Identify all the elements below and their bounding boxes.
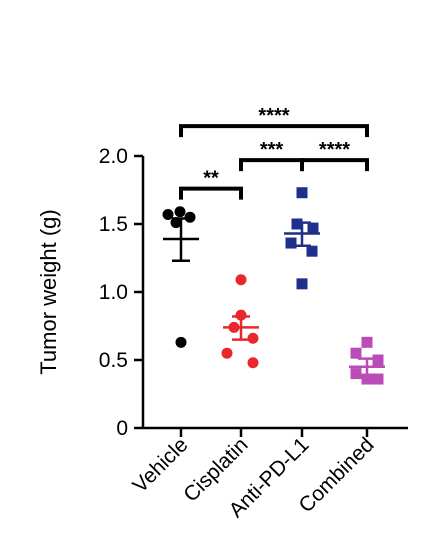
significance-label: ** (203, 168, 219, 190)
y-ticks: 0 0.5 1.0 1.5 2.0 (99, 145, 143, 440)
y-axis: 0 0.5 1.0 1.5 2.0 (99, 145, 145, 440)
data-point (221, 347, 233, 359)
data-point (306, 245, 318, 257)
significance-label: **** (258, 105, 289, 127)
y-tick-label: 2.0 (99, 145, 128, 168)
y-tick-label: 0 (116, 417, 128, 440)
data-point (361, 336, 373, 348)
data-point (247, 357, 259, 369)
y-tick-label: 0.5 (99, 349, 128, 372)
significance-bracket (300, 158, 369, 172)
data-point (361, 373, 373, 385)
data-point (285, 237, 297, 249)
significance-bracket (179, 124, 369, 138)
significance-label: *** (260, 139, 284, 161)
data-point (350, 368, 362, 380)
significance-bracket (179, 186, 243, 200)
data-point (350, 347, 362, 359)
significance-label: **** (319, 139, 350, 161)
data-point (247, 332, 259, 344)
data-point (170, 217, 182, 229)
data-point (372, 354, 384, 366)
data-point (291, 218, 303, 230)
data-point (184, 211, 196, 223)
y-tick-label: 1.0 (99, 281, 128, 304)
data-point (174, 206, 186, 218)
data-point (162, 208, 174, 220)
significance-brackets: ***** ******** (179, 105, 369, 200)
data-point (296, 278, 308, 290)
data-point (372, 373, 384, 385)
y-tick-label: 1.5 (99, 213, 128, 236)
data-point (228, 321, 240, 333)
data-point (175, 336, 187, 348)
data-point (307, 222, 319, 234)
significance-bracket (239, 158, 304, 172)
data-point (235, 309, 247, 321)
data-point (235, 274, 247, 286)
data-points (162, 187, 384, 385)
data-point (296, 187, 308, 199)
y-axis-title: Tumor weight (g) (36, 209, 61, 374)
